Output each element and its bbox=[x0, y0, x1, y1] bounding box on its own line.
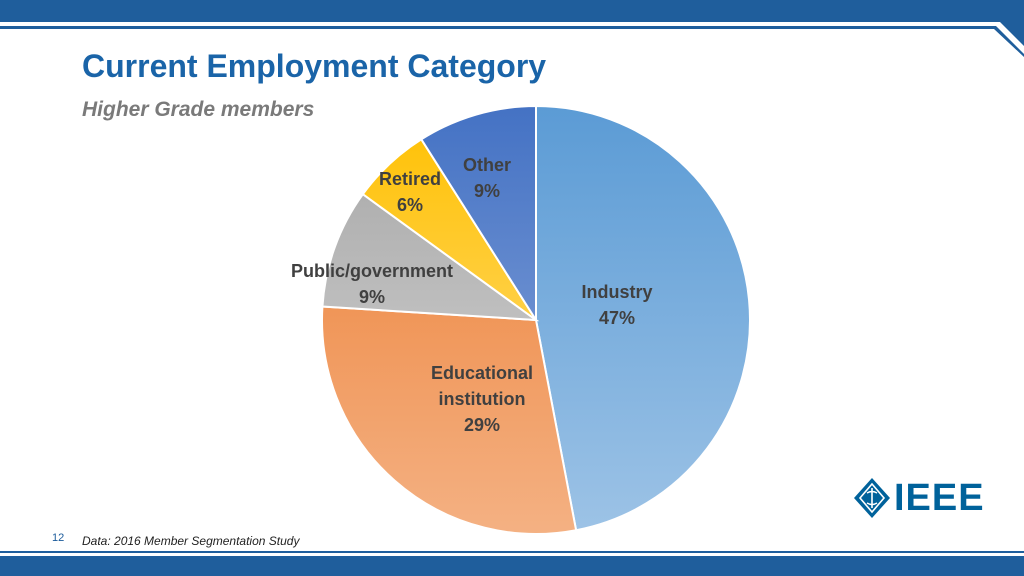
slice-label-line: 47% bbox=[599, 308, 635, 328]
slice-label-line: institution bbox=[439, 389, 526, 409]
slide-subtitle: Higher Grade members bbox=[82, 98, 315, 121]
slice-label-line: 9% bbox=[474, 181, 500, 201]
slice-label-line: Retired bbox=[379, 169, 441, 189]
slice-label-line: Industry bbox=[581, 282, 652, 302]
slice-label-0: Industry 47% bbox=[581, 282, 652, 328]
frame-bottom-bar bbox=[0, 556, 1024, 576]
slice-label-1: Educational institution 29% bbox=[431, 363, 533, 435]
slice-label-line: 9% bbox=[359, 287, 385, 307]
frame-top-bar bbox=[0, 0, 1024, 46]
slice-label-line: Public/government bbox=[291, 261, 453, 281]
slice-label-line: Other bbox=[463, 155, 511, 175]
slice-label-line: 6% bbox=[397, 195, 423, 215]
frame-bottom-line bbox=[0, 551, 1024, 553]
slice-label-2: Public/government 9% bbox=[291, 261, 453, 307]
slice-label-3: Retired 6% bbox=[379, 169, 441, 215]
slide-title: Current Employment Category bbox=[82, 48, 547, 84]
ieee-wordmark: IEEE bbox=[894, 477, 985, 519]
source-note: Data: 2016 Member Segmentation Study bbox=[82, 534, 300, 548]
pie-slice-2 bbox=[321, 192, 540, 322]
slice-label-line: 29% bbox=[464, 415, 500, 435]
ieee-logo: IEEE bbox=[852, 474, 992, 522]
pie-slice-1 bbox=[321, 305, 578, 535]
ieee-diamond-icon bbox=[854, 478, 890, 518]
page-number: 12 bbox=[52, 532, 65, 544]
pie-slice-4 bbox=[419, 104, 537, 324]
slice-label-4: Other 9% bbox=[463, 155, 511, 201]
slice-label-line: Educational bbox=[431, 363, 533, 383]
pie-slice-0 bbox=[535, 104, 751, 532]
